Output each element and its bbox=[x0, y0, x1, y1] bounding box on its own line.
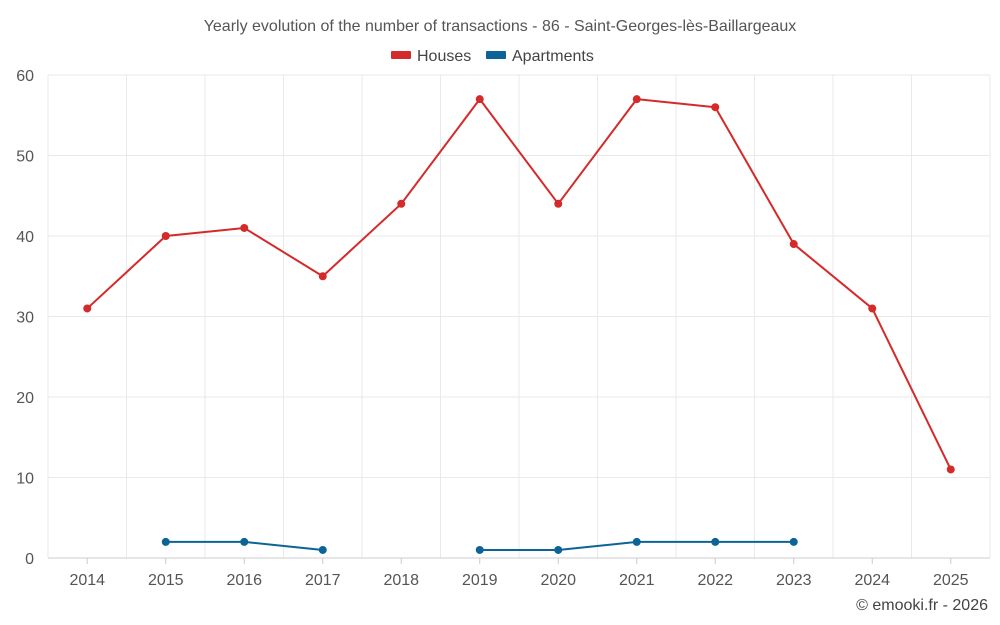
x-tick-label: 2021 bbox=[619, 572, 655, 589]
y-tick-label: 40 bbox=[16, 229, 34, 246]
data-point-apartments-2021[interactable] bbox=[632, 537, 641, 546]
data-point-houses-2023[interactable] bbox=[789, 240, 798, 249]
chart-title: Yearly evolution of the number of transa… bbox=[204, 18, 797, 35]
series-apartments bbox=[161, 537, 798, 554]
legend-label-apartments: Apartments bbox=[512, 48, 594, 65]
x-tick-label: 2024 bbox=[854, 572, 890, 589]
x-tick-label: 2014 bbox=[69, 572, 105, 589]
data-point-houses-2015[interactable] bbox=[161, 232, 170, 240]
y-tick-label: 60 bbox=[16, 68, 34, 85]
data-point-houses-2017[interactable] bbox=[318, 272, 327, 281]
data-point-houses-2022[interactable] bbox=[711, 103, 720, 112]
data-point-apartments-2017[interactable] bbox=[318, 545, 327, 554]
axes: 0 10 20 30 40 50 60 2014 2015 2016 2017 2018 2019 202… bbox=[16, 68, 990, 589]
x-tick-label: 2018 bbox=[383, 572, 419, 589]
x-tick-label: 2025 bbox=[933, 572, 969, 589]
x-tick-label: 2016 bbox=[226, 572, 262, 589]
legend-item-apartments[interactable]: Apartments bbox=[486, 48, 594, 65]
data-point-houses-2024[interactable] bbox=[868, 304, 877, 313]
data-point-houses-2018[interactable] bbox=[397, 199, 406, 208]
x-tick-label: 2017 bbox=[305, 572, 341, 589]
data-point-houses-2021[interactable] bbox=[632, 95, 641, 104]
data-point-apartments-2020[interactable] bbox=[554, 545, 563, 554]
data-point-apartments-2019[interactable] bbox=[475, 545, 484, 554]
data-point-houses-2019[interactable] bbox=[475, 95, 484, 104]
data-point-apartments-2023[interactable] bbox=[789, 537, 798, 546]
data-point-houses-2014[interactable] bbox=[83, 304, 92, 313]
x-tick-label: 2015 bbox=[148, 572, 184, 589]
y-tick-label: 30 bbox=[16, 310, 34, 327]
legend: Houses Apartments bbox=[391, 48, 594, 65]
series-houses bbox=[83, 95, 955, 474]
y-tick-label: 0 bbox=[25, 551, 34, 568]
legend-label-houses: Houses bbox=[417, 48, 471, 65]
series bbox=[83, 95, 955, 554]
data-point-houses-2016[interactable] bbox=[240, 223, 249, 232]
data-point-apartments-2015[interactable] bbox=[161, 537, 170, 546]
legend-item-houses[interactable]: Houses bbox=[391, 48, 471, 65]
x-tick-label: 2022 bbox=[697, 572, 733, 589]
y-tick-label: 20 bbox=[16, 390, 34, 407]
series-line-houses bbox=[86, 98, 952, 470]
y-tick-label: 50 bbox=[16, 149, 34, 166]
x-tick-label: 2020 bbox=[540, 572, 576, 589]
y-tick-label: 10 bbox=[16, 471, 34, 488]
data-point-apartments-2022[interactable] bbox=[711, 537, 720, 546]
x-tick-label: 2019 bbox=[462, 572, 498, 589]
x-tick-label: 2023 bbox=[776, 572, 812, 589]
data-point-houses-2025[interactable] bbox=[946, 465, 955, 474]
grid bbox=[47, 74, 991, 558]
legend-swatch-houses bbox=[391, 51, 411, 59]
data-point-apartments-2016[interactable] bbox=[240, 537, 249, 546]
legend-swatch-apartments bbox=[486, 51, 506, 59]
data-point-houses-2020[interactable] bbox=[554, 199, 563, 208]
credit-text: © emooki.fr - 2026 bbox=[856, 597, 988, 614]
